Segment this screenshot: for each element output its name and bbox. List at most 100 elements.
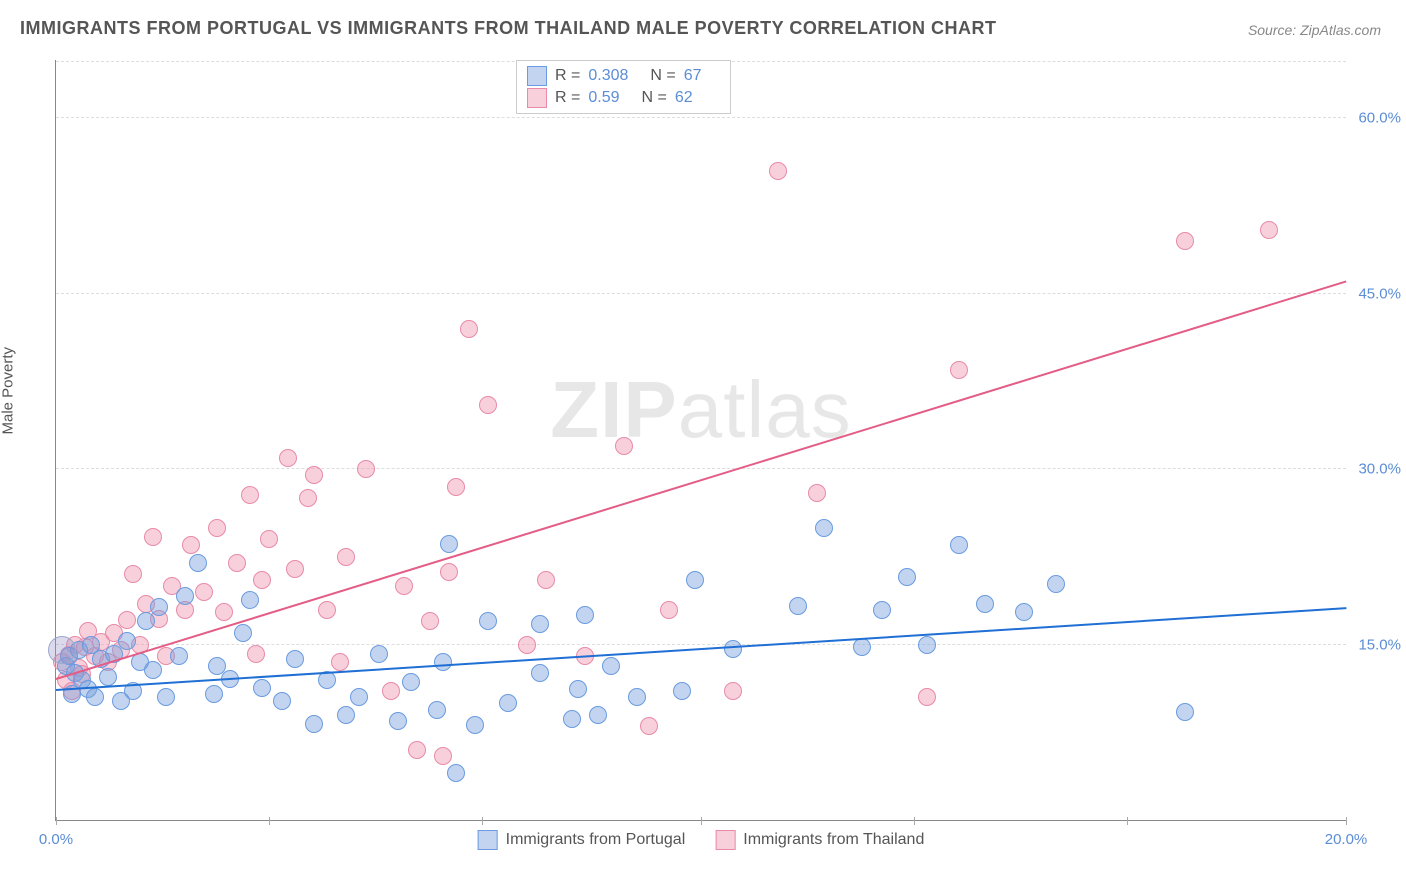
data-point (124, 565, 142, 583)
swatch-thailand-b (715, 830, 735, 850)
data-point (673, 682, 691, 700)
data-point (428, 701, 446, 719)
data-point (189, 554, 207, 572)
data-point (421, 612, 439, 630)
data-point (589, 706, 607, 724)
data-point (628, 688, 646, 706)
y-tick-label: 15.0% (1358, 636, 1401, 653)
data-point (466, 716, 484, 734)
watermark: ZIPatlas (550, 364, 851, 456)
x-tick (269, 817, 270, 825)
data-point (615, 437, 633, 455)
data-point (918, 636, 936, 654)
data-point (447, 764, 465, 782)
data-point (253, 679, 271, 697)
legend-row-portugal: R =0.308 N =67 (527, 65, 716, 87)
data-point (873, 601, 891, 619)
chart-title: IMMIGRANTS FROM PORTUGAL VS IMMIGRANTS F… (20, 18, 996, 39)
x-tick (1127, 817, 1128, 825)
data-point (499, 694, 517, 712)
gridline (56, 468, 1346, 469)
legend-item-thailand: Immigrants from Thailand (715, 830, 924, 850)
data-point (537, 571, 555, 589)
data-point (86, 688, 104, 706)
data-point (479, 612, 497, 630)
data-point (1015, 603, 1033, 621)
data-point (241, 486, 259, 504)
y-tick-label: 60.0% (1358, 110, 1401, 127)
data-point (531, 664, 549, 682)
data-point (144, 661, 162, 679)
data-point (447, 478, 465, 496)
data-point (531, 615, 549, 633)
data-point (518, 636, 536, 654)
data-point (1047, 575, 1065, 593)
x-tick (1346, 817, 1347, 825)
data-point (195, 583, 213, 601)
x-tick (701, 817, 702, 825)
data-point (286, 650, 304, 668)
data-point (305, 466, 323, 484)
data-point (205, 685, 223, 703)
x-tick-label: 20.0% (1325, 831, 1368, 848)
data-point (808, 484, 826, 502)
data-point (640, 717, 658, 735)
data-point (182, 536, 200, 554)
data-point (815, 519, 833, 537)
data-point (260, 530, 278, 548)
data-point (1260, 221, 1278, 239)
data-point (402, 673, 420, 691)
data-point (660, 601, 678, 619)
x-tick (914, 817, 915, 825)
gridline (56, 293, 1346, 294)
data-point (976, 595, 994, 613)
data-point-cluster (48, 636, 76, 664)
data-point (440, 535, 458, 553)
data-point (99, 668, 117, 686)
data-point (337, 706, 355, 724)
x-tick (482, 817, 483, 825)
data-point (299, 489, 317, 507)
data-point (176, 587, 194, 605)
data-point (273, 692, 291, 710)
data-point (898, 568, 916, 586)
data-point (789, 597, 807, 615)
legend-item-portugal: Immigrants from Portugal (478, 830, 686, 850)
data-point (382, 682, 400, 700)
data-point (208, 519, 226, 537)
data-point (247, 645, 265, 663)
data-point (150, 598, 168, 616)
data-point (305, 715, 323, 733)
data-point (1176, 703, 1194, 721)
data-point (395, 577, 413, 595)
data-point (337, 548, 355, 566)
data-point (118, 632, 136, 650)
data-point (253, 571, 271, 589)
swatch-thailand (527, 88, 547, 108)
data-point (137, 612, 155, 630)
legend-row-thailand: R =0.59 N =62 (527, 87, 716, 109)
data-point (950, 361, 968, 379)
data-point (724, 640, 742, 658)
data-point (331, 653, 349, 671)
data-point (279, 449, 297, 467)
data-point (350, 688, 368, 706)
data-point (286, 560, 304, 578)
swatch-portugal-b (478, 830, 498, 850)
scatter-plot: ZIPatlas R =0.308 N =67 R =0.59 N =62 Im… (55, 60, 1346, 821)
y-axis-label: Male Poverty (0, 347, 17, 435)
data-point (389, 712, 407, 730)
data-point (434, 747, 452, 765)
legend-series: Immigrants from Portugal Immigrants from… (478, 830, 925, 850)
data-point (440, 563, 458, 581)
data-point (1176, 232, 1194, 250)
data-point (357, 460, 375, 478)
data-point (318, 601, 336, 619)
data-point (918, 688, 936, 706)
data-point (228, 554, 246, 572)
data-point (576, 606, 594, 624)
data-point (569, 680, 587, 698)
data-point (408, 741, 426, 759)
data-point (602, 657, 620, 675)
data-point (769, 162, 787, 180)
